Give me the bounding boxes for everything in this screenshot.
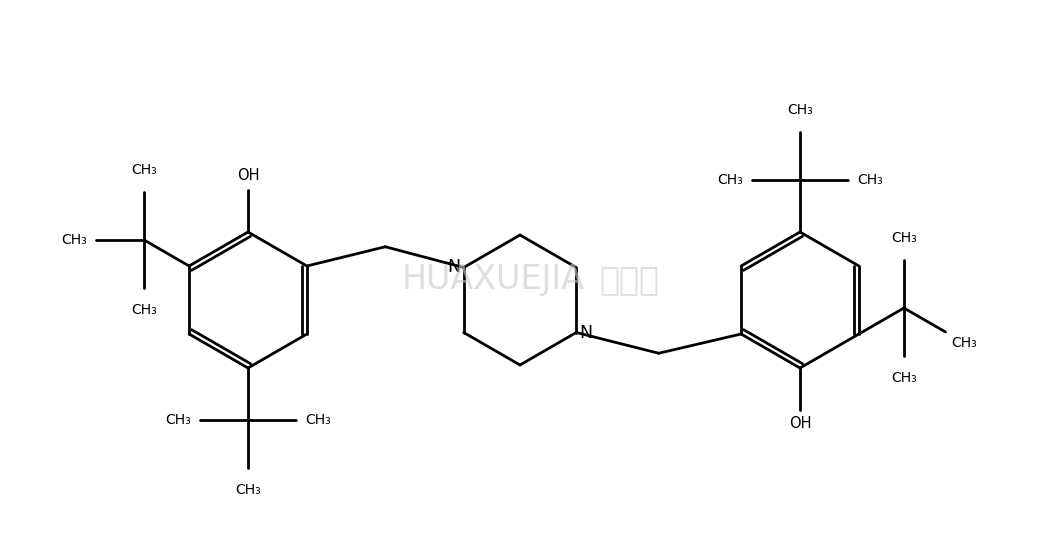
Text: CH₃: CH₃: [165, 413, 191, 427]
Text: CH₃: CH₃: [787, 103, 813, 117]
Text: CH₃: CH₃: [131, 303, 157, 317]
Text: CH₃: CH₃: [718, 173, 743, 187]
Text: N: N: [580, 324, 593, 342]
Text: CH₃: CH₃: [131, 163, 157, 177]
Text: HUAXUEJIA: HUAXUEJIA: [402, 264, 584, 296]
Text: CH₃: CH₃: [951, 336, 978, 350]
Text: CH₃: CH₃: [305, 413, 330, 427]
Text: OH: OH: [789, 417, 811, 432]
Text: CH₃: CH₃: [891, 231, 917, 245]
Text: 化学加: 化学加: [599, 264, 660, 296]
Text: CH₃: CH₃: [235, 483, 261, 497]
Text: OH: OH: [237, 169, 259, 184]
Text: CH₃: CH₃: [891, 371, 917, 385]
Text: CH₃: CH₃: [61, 233, 87, 247]
Text: N: N: [447, 259, 461, 277]
Text: CH₃: CH₃: [857, 173, 883, 187]
